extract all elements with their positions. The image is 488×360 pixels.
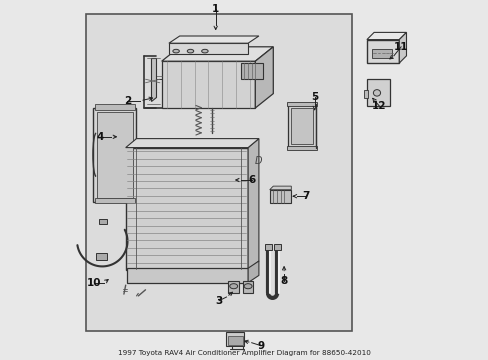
Polygon shape [255, 47, 273, 108]
Bar [366, 40, 399, 63]
Bar [366, 79, 389, 106]
Bar [226, 332, 244, 346]
Bar [228, 336, 242, 345]
Text: 8: 8 [280, 276, 287, 286]
Text: 1997 Toyota RAV4 Air Conditioner Amplifier Diagram for 88650-42010: 1997 Toyota RAV4 Air Conditioner Amplifi… [118, 350, 370, 356]
Text: 6: 6 [247, 175, 255, 185]
Text: 9: 9 [257, 341, 264, 351]
Bar [269, 190, 291, 203]
Bar [95, 104, 134, 110]
Bar [287, 104, 316, 148]
Ellipse shape [187, 49, 193, 53]
Polygon shape [366, 32, 406, 40]
Text: 1: 1 [212, 4, 219, 14]
Bar [93, 108, 136, 202]
Bar [371, 49, 391, 58]
Ellipse shape [373, 90, 380, 96]
Ellipse shape [229, 284, 237, 289]
Bar [286, 146, 317, 150]
Bar [162, 61, 255, 108]
Polygon shape [151, 58, 156, 101]
Bar [86, 14, 352, 331]
Bar [264, 244, 271, 250]
Text: 7: 7 [302, 191, 309, 201]
Bar [168, 43, 247, 54]
Ellipse shape [244, 284, 251, 289]
Polygon shape [125, 139, 258, 148]
Bar [125, 148, 247, 270]
Bar [242, 281, 253, 293]
Text: D: D [255, 156, 262, 166]
Text: 3: 3 [215, 296, 223, 306]
Bar [95, 198, 134, 203]
Text: 10: 10 [87, 278, 102, 288]
Text: 2: 2 [123, 96, 131, 106]
Polygon shape [269, 186, 291, 190]
Text: 11: 11 [393, 42, 407, 52]
Bar [241, 63, 262, 79]
Bar [97, 112, 133, 198]
Polygon shape [399, 32, 406, 63]
Bar [286, 102, 317, 106]
Polygon shape [247, 139, 258, 270]
Polygon shape [168, 36, 258, 43]
Text: 12: 12 [371, 101, 386, 111]
Ellipse shape [201, 49, 208, 53]
Bar [99, 219, 106, 224]
Bar [273, 244, 281, 250]
Text: 5: 5 [310, 92, 318, 102]
Polygon shape [247, 261, 258, 283]
Ellipse shape [172, 49, 179, 53]
Bar [364, 90, 367, 98]
Bar [291, 108, 312, 144]
Bar [228, 281, 239, 293]
Polygon shape [162, 47, 273, 61]
Text: 4: 4 [96, 132, 103, 142]
Bar [96, 253, 107, 260]
Bar [127, 268, 247, 283]
